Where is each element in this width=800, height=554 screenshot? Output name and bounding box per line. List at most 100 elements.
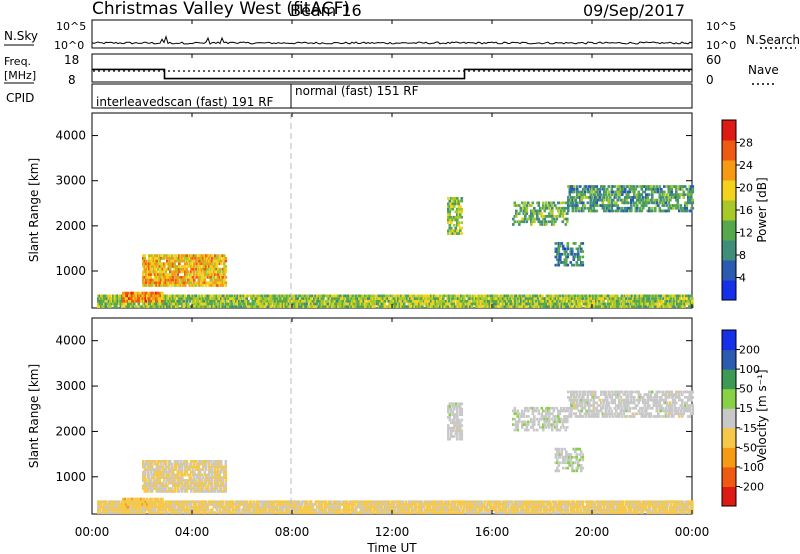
data-cell — [494, 500, 498, 504]
data-cell — [603, 206, 606, 210]
data-cell — [447, 215, 450, 219]
data-cell — [149, 284, 153, 287]
data-cell — [160, 270, 163, 274]
data-cell — [574, 206, 578, 210]
data-cell — [641, 505, 645, 509]
data-cell — [621, 185, 624, 188]
data-cell — [176, 276, 180, 279]
data-cell — [340, 297, 343, 300]
data-cell — [115, 508, 118, 512]
data-cell — [524, 505, 528, 509]
data-cell — [394, 508, 397, 512]
data-cell — [284, 305, 288, 308]
data-cell — [642, 206, 645, 210]
data-cell — [158, 259, 162, 263]
data-cell — [517, 503, 520, 506]
data-cell — [193, 273, 196, 276]
data-cell — [155, 291, 158, 295]
data-cell — [623, 302, 627, 306]
data-cell — [542, 201, 545, 205]
data-cell — [184, 254, 187, 257]
data-cell — [595, 201, 599, 205]
data-cell — [440, 299, 444, 303]
data-cell — [669, 204, 672, 207]
data-cell — [524, 511, 528, 514]
data-cell — [359, 305, 363, 308]
data-cell — [526, 297, 529, 300]
data-cell — [154, 302, 157, 306]
data-cell — [208, 265, 211, 268]
data-cell — [619, 305, 622, 308]
data-cell — [681, 187, 684, 191]
data-cell — [320, 302, 324, 306]
data-cell — [191, 500, 195, 504]
data-cell — [176, 273, 180, 276]
data-cell — [632, 305, 636, 308]
data-cell — [684, 209, 687, 213]
data-cell — [164, 500, 168, 504]
data-cell — [361, 511, 364, 514]
data-cell — [389, 299, 393, 303]
data-cell — [103, 302, 106, 306]
data-cell — [283, 302, 286, 306]
data-cell — [610, 198, 614, 202]
data-cell — [520, 500, 523, 504]
data-cell — [157, 257, 160, 260]
data-cell — [456, 210, 459, 214]
data-cell — [584, 500, 588, 504]
data-cell — [427, 305, 430, 308]
data-cell — [199, 297, 202, 300]
data-cell — [251, 302, 255, 306]
data-cell — [184, 294, 187, 298]
data-cell — [409, 505, 412, 509]
data-cell — [359, 503, 363, 506]
data-cell — [655, 185, 659, 188]
data-cell — [383, 503, 387, 506]
data-cell — [526, 294, 529, 298]
data-cell — [601, 198, 605, 202]
data-cell — [593, 511, 597, 514]
data-cell — [263, 511, 267, 514]
data-cell — [284, 302, 288, 306]
data-cell — [620, 302, 624, 306]
data-cell — [212, 297, 216, 300]
data-cell — [211, 508, 214, 512]
data-cell — [167, 508, 171, 512]
data-cell — [425, 299, 429, 303]
data-cell — [238, 299, 241, 303]
data-cell — [571, 209, 575, 213]
data-cell — [374, 299, 378, 303]
data-cell — [445, 505, 448, 509]
data-cell — [373, 299, 376, 303]
data-cell — [184, 284, 187, 287]
data-cell — [445, 305, 448, 308]
data-cell — [197, 508, 201, 512]
data-cell — [437, 505, 441, 509]
data-cell — [253, 505, 256, 509]
data-cell — [164, 299, 168, 303]
data-cell — [202, 297, 205, 300]
data-cell — [305, 503, 309, 506]
data-cell — [284, 299, 288, 303]
data-cell — [577, 190, 581, 194]
data-cell — [209, 281, 213, 285]
data-cell — [603, 204, 606, 207]
data-cell — [413, 500, 417, 504]
data-cell — [560, 242, 564, 245]
data-cell — [98, 505, 102, 509]
data-cell — [466, 294, 469, 298]
data-cell — [184, 278, 187, 282]
data-cell — [640, 503, 643, 506]
data-cell — [170, 281, 174, 285]
data-cell — [407, 297, 411, 300]
data-cell — [326, 297, 330, 300]
data-cell — [496, 299, 499, 303]
data-cell — [155, 257, 159, 260]
data-cell — [690, 206, 693, 210]
data-cell — [569, 508, 573, 512]
data-cell — [616, 500, 619, 504]
data-cell — [178, 302, 181, 306]
data-cell — [281, 503, 285, 506]
data-cell — [485, 299, 489, 303]
data-cell — [650, 294, 654, 298]
